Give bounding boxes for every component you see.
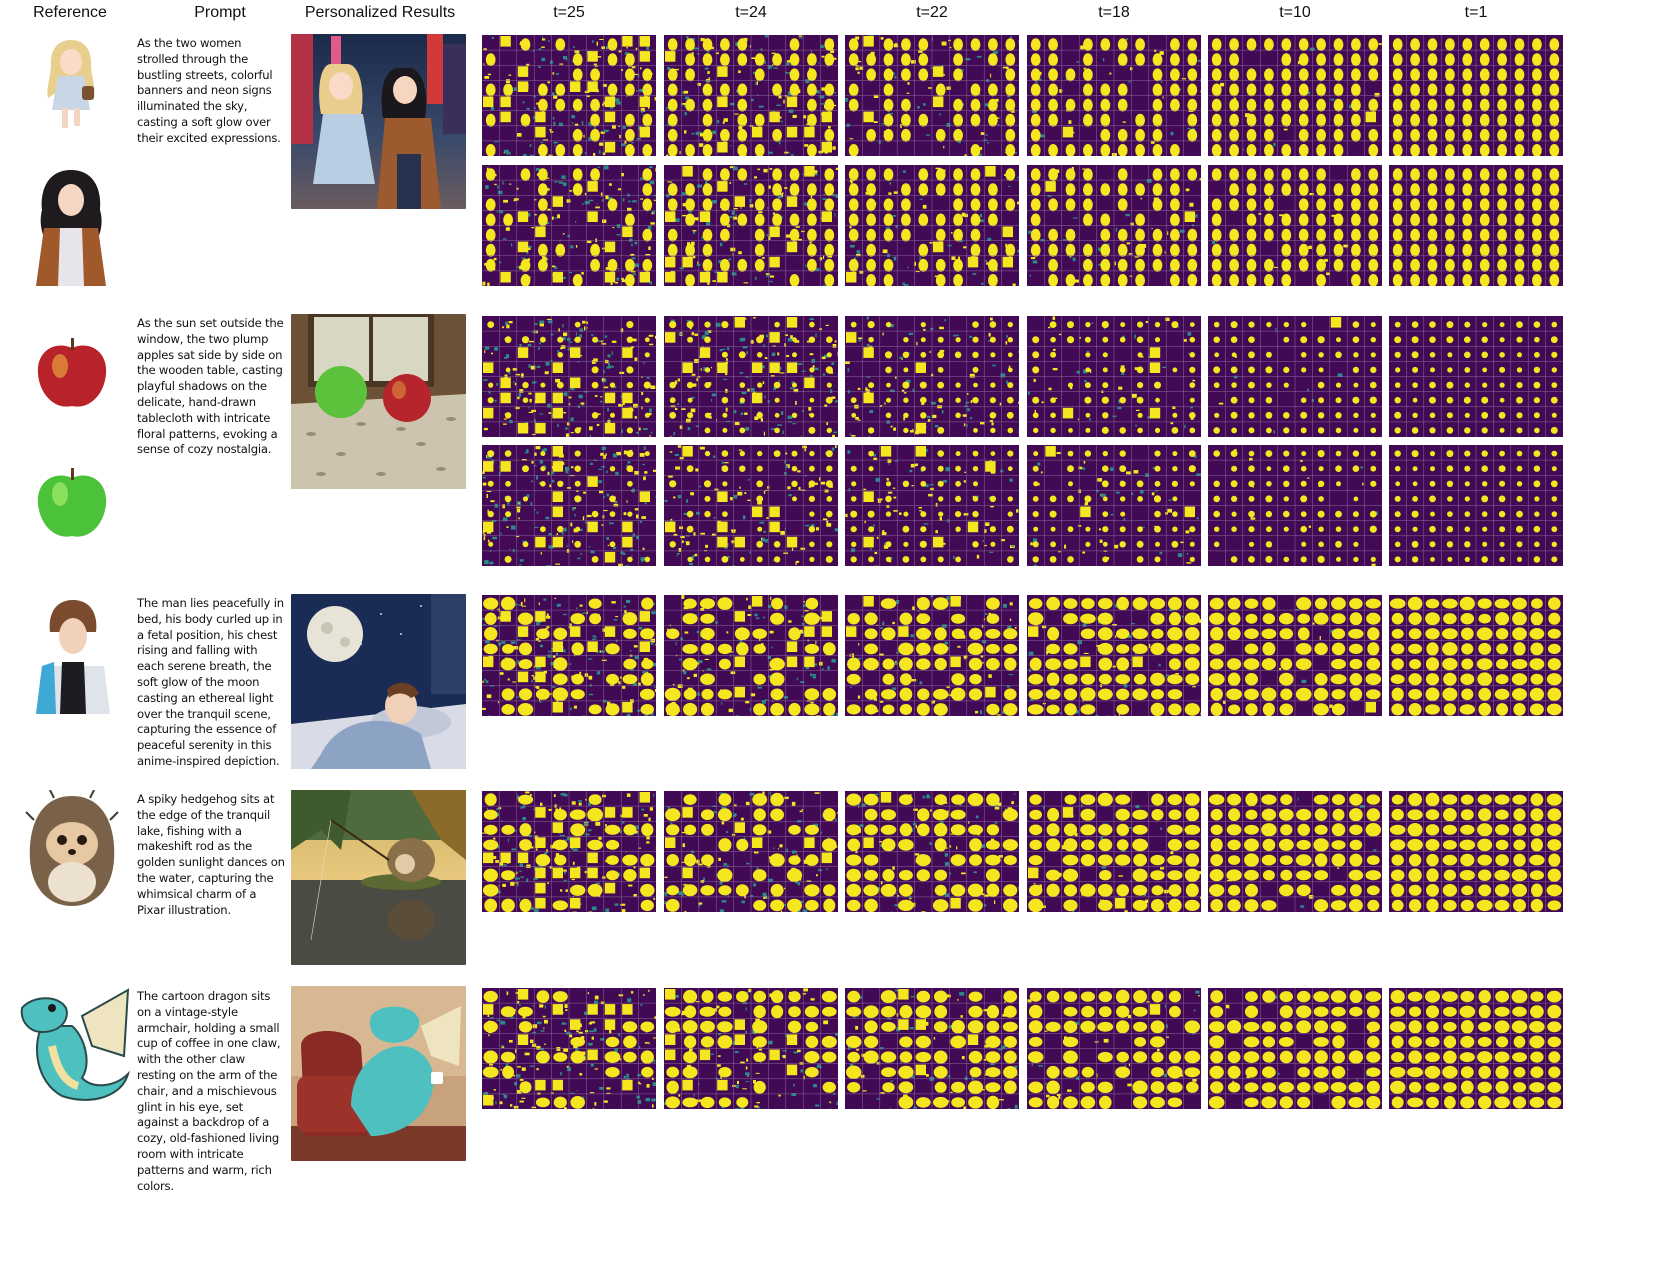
prompt-text: The man lies peacefully in bed, his body…	[137, 596, 284, 768]
attention-map-grid	[1027, 988, 1201, 1109]
attention-map-grid	[664, 165, 838, 286]
header-t1: t=1	[1464, 4, 1488, 21]
attention-map-grid	[482, 316, 656, 437]
attention-map-grid	[1389, 35, 1563, 156]
attention-map-grid	[1389, 165, 1563, 286]
attention-map-grid	[482, 35, 656, 156]
reference-image-red-apple	[37, 338, 107, 407]
attention-map-grid	[1208, 445, 1382, 566]
attention-map-grid	[1027, 445, 1201, 566]
reference-image-cartoon-dragon	[20, 988, 130, 1101]
attention-map-grid	[664, 595, 838, 716]
attention-map-grid	[845, 165, 1019, 286]
prompt-text: A spiky hedgehog sits at the edge of the…	[137, 792, 285, 917]
header-personalized-results: Personalized Results	[304, 4, 456, 21]
header-prompt: Prompt	[194, 4, 246, 21]
attention-map-grid	[1208, 316, 1382, 437]
attention-map-grid	[1208, 165, 1382, 286]
attention-map-grid	[1208, 791, 1382, 912]
attention-map-grid	[1027, 791, 1201, 912]
prompt-text: As the sun set outside the window, the t…	[137, 316, 284, 457]
result-image-man-sleeping	[291, 594, 466, 769]
attention-map-grid	[1027, 595, 1201, 716]
attention-map-grid	[664, 316, 838, 437]
header-t10: t=10	[1279, 4, 1311, 21]
reference-image-dark-haired-woman	[36, 170, 106, 286]
attention-map-grid	[845, 35, 1019, 156]
attention-map-grid	[1389, 595, 1563, 716]
attention-map-grid	[1208, 595, 1382, 716]
attention-map-grid	[664, 791, 838, 912]
attention-map-grid	[664, 988, 838, 1109]
reference-image-blonde-woman	[47, 40, 95, 128]
attention-map-grid	[1027, 35, 1201, 156]
attention-map-grid	[482, 988, 656, 1109]
result-image-dragon-armchair	[291, 986, 466, 1161]
attention-map-grid	[845, 595, 1019, 716]
header-t22: t=22	[916, 4, 948, 21]
result-image-two-women-street	[291, 34, 466, 209]
attention-map-grid	[664, 445, 838, 566]
attention-map-grid	[482, 595, 656, 716]
attention-map-grid	[482, 165, 656, 286]
attention-map-grid	[482, 445, 656, 566]
attention-map-grid	[845, 988, 1019, 1109]
attention-map-grid	[664, 35, 838, 156]
attention-map-grid	[1027, 165, 1201, 286]
attention-map-grid	[845, 791, 1019, 912]
header-t25: t=25	[553, 4, 585, 21]
attention-map-grid	[1027, 316, 1201, 437]
prompt-text: As the two women strolled through the bu…	[137, 36, 281, 145]
attention-map-grid	[1208, 35, 1382, 156]
attention-map-grid	[1389, 316, 1563, 437]
header-t18: t=18	[1098, 4, 1130, 21]
attention-map-grid	[845, 316, 1019, 437]
reference-image-anime-man	[36, 600, 110, 714]
result-image-hedgehog-lake	[291, 790, 466, 965]
result-image-apples-on-table	[291, 314, 466, 489]
reference-image-hedgehog	[25, 790, 119, 906]
attention-map-grid	[845, 445, 1019, 566]
header-reference: Reference	[33, 4, 107, 21]
attention-map-grid	[1389, 791, 1563, 912]
prompt-text: The cartoon dragon sits on a vintage-sty…	[137, 989, 281, 1193]
attention-map-grid	[1208, 988, 1382, 1109]
header-t24: t=24	[735, 4, 767, 21]
attention-map-grid	[1389, 445, 1563, 566]
attention-map-grid	[482, 791, 656, 912]
reference-image-green-apple	[37, 468, 107, 537]
attention-map-grid	[1389, 988, 1563, 1109]
